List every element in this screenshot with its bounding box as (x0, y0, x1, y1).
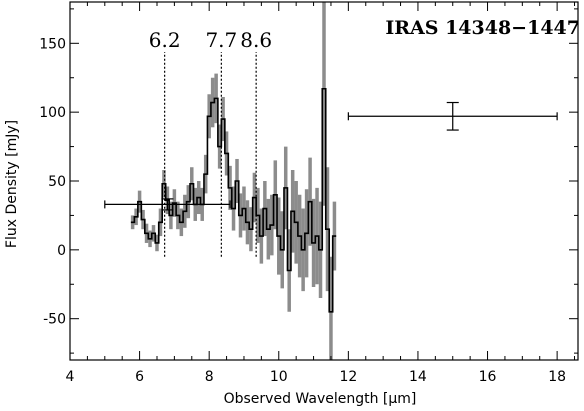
y-tick-label: 150 (39, 36, 66, 52)
y-tick-label: 50 (48, 174, 66, 190)
x-tick-label: 18 (548, 369, 566, 385)
feature-label: 8.6 (240, 28, 272, 52)
x-tick-label: 16 (479, 369, 497, 385)
feature-label: 7.7 (205, 28, 237, 52)
y-tick-label: -50 (43, 312, 66, 328)
feature-label: 6.2 (149, 28, 181, 52)
x-tick-label: 10 (270, 369, 288, 385)
spectrum-line (130, 87, 337, 313)
feature-lines-layer: 6.2 7.7 8.6 (149, 28, 272, 257)
x-axis-label: Observed Wavelength [μm] (224, 391, 417, 407)
x-tick-label: 6 (135, 369, 144, 385)
x-tick-label: 8 (205, 369, 214, 385)
axis-ticks-layer: 4 6 8 10 12 14 16 18 -50 0 50 100 150 (39, 2, 578, 385)
error-crosses-layer (104, 101, 558, 211)
x-tick-label: 14 (409, 369, 427, 385)
chart-title: IRAS 14348−1447 (385, 17, 580, 39)
x-tick-label: 12 (339, 369, 357, 385)
y-tick-label: 100 (39, 105, 66, 121)
x-tick-label: 4 (66, 369, 75, 385)
y-tick-label: 0 (57, 243, 66, 259)
spectrum-layer (130, 2, 337, 360)
y-axis-label: Flux Density [mJy] (4, 120, 20, 248)
